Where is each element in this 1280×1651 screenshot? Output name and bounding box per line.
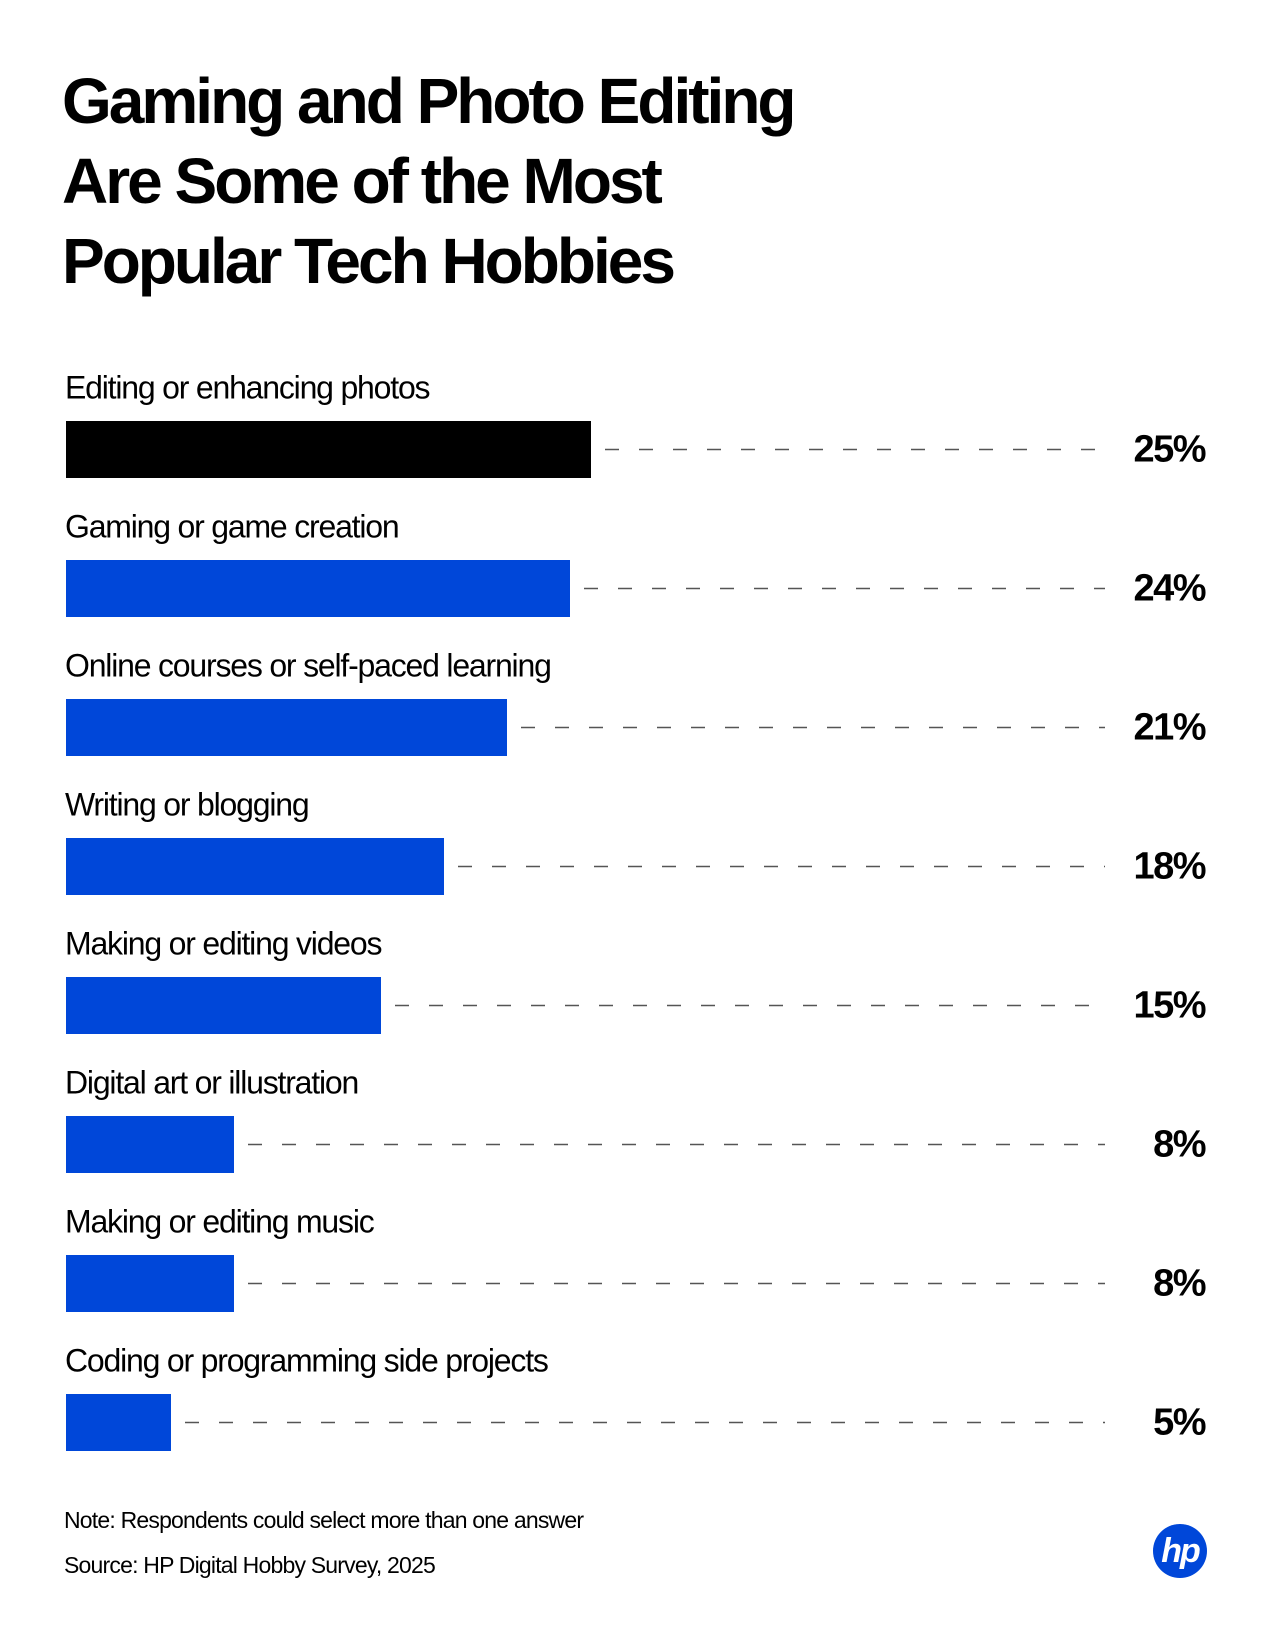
category-label: Writing or blogging <box>65 786 308 822</box>
category-label: Editing or enhancing photos <box>65 369 430 405</box>
category-label: Gaming or game creation <box>65 508 398 544</box>
bar <box>66 1255 234 1312</box>
logo-circle <box>1153 1524 1207 1578</box>
value-label: 8% <box>1153 1263 1206 1305</box>
chart-title: Are Some of the Most <box>62 145 663 217</box>
bar <box>66 1394 171 1451</box>
value-label: 8% <box>1153 1124 1206 1166</box>
chart-title: Gaming and Photo Editing <box>62 65 794 137</box>
bar <box>66 977 381 1034</box>
value-label: 24% <box>1133 568 1205 610</box>
value-label: 21% <box>1133 707 1205 749</box>
category-label: Online courses or self-paced learning <box>65 647 551 683</box>
source: Source: HP Digital Hobby Survey, 2025 <box>64 1552 435 1578</box>
category-label: Coding or programming side projects <box>65 1342 548 1378</box>
bar <box>66 838 444 895</box>
bar <box>66 421 591 478</box>
note: Note: Respondents could select more than… <box>64 1507 584 1533</box>
value-label: 5% <box>1153 1402 1206 1444</box>
chart-title: Popular Tech Hobbies <box>62 225 673 297</box>
category-label: Digital art or illustration <box>65 1064 358 1100</box>
value-label: 25% <box>1133 429 1205 471</box>
value-label: 18% <box>1133 846 1205 888</box>
bar <box>66 560 570 617</box>
category-label: Making or editing videos <box>65 925 381 961</box>
bar <box>66 699 507 756</box>
category-label: Making or editing music <box>65 1203 375 1239</box>
logo: hp <box>1161 1532 1200 1570</box>
value-label: 15% <box>1133 985 1205 1027</box>
bar <box>66 1116 234 1173</box>
